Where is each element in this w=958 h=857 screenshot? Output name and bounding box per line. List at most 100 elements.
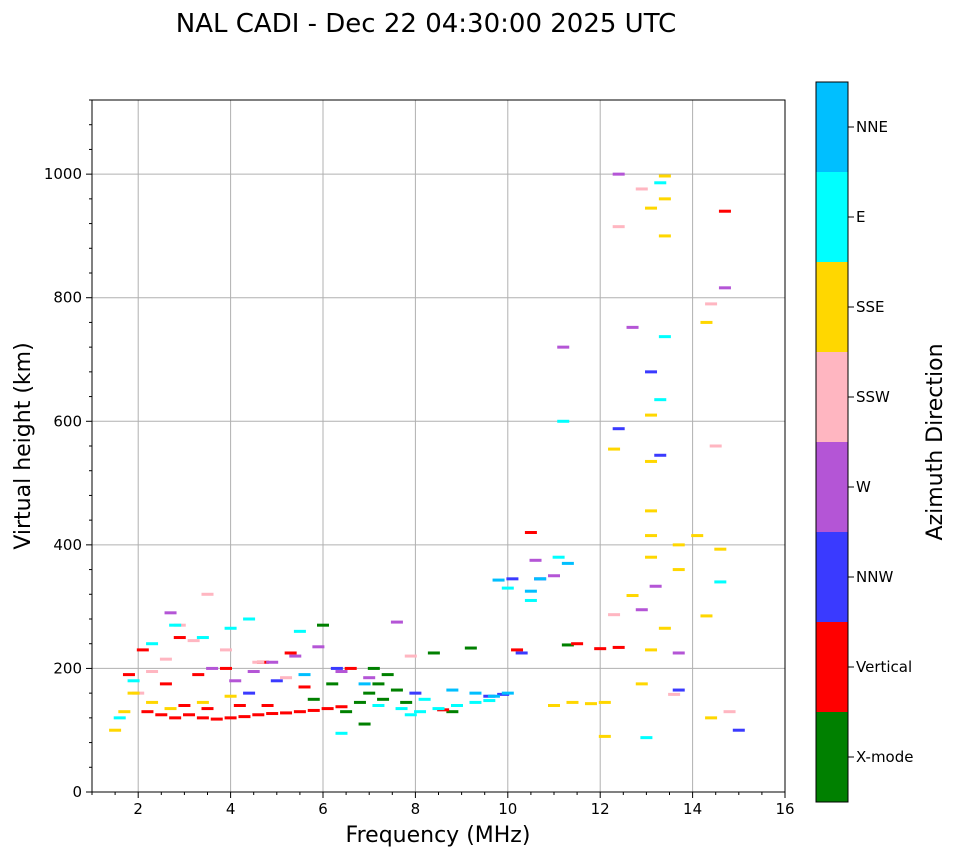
- colorbar-swatch: [816, 622, 848, 712]
- echo-mark: [353, 700, 366, 704]
- echo-mark: [219, 666, 232, 670]
- echo-mark: [732, 728, 745, 732]
- colorbar-frame: [815, 81, 849, 803]
- y-tick-label: 0: [72, 783, 82, 801]
- echo-mark: [381, 673, 394, 677]
- echo-mark: [612, 172, 625, 176]
- echo-mark: [164, 707, 177, 711]
- echo-mark: [626, 594, 639, 598]
- echo-mark: [284, 651, 297, 655]
- echo-mark: [201, 592, 214, 596]
- echo-mark: [146, 670, 159, 674]
- echo-mark: [141, 710, 154, 714]
- echo-mark: [224, 694, 237, 698]
- echo-mark: [534, 577, 547, 581]
- colorbar-tick-label: W: [856, 478, 871, 496]
- echo-mark: [229, 679, 242, 683]
- x-tick-label: 16: [775, 800, 794, 818]
- colorbar-tick-label: SSE: [856, 298, 885, 316]
- echo-mark: [206, 666, 219, 670]
- x-tick-label: 2: [133, 800, 143, 818]
- echo-mark: [187, 639, 200, 643]
- x-tick-label: 12: [591, 800, 610, 818]
- echo-mark: [169, 716, 182, 720]
- echo-mark: [252, 713, 265, 717]
- echo-mark: [612, 225, 625, 229]
- echo-mark: [335, 670, 348, 674]
- echo-mark: [658, 335, 671, 339]
- echo-mark: [718, 286, 731, 290]
- echo-mark: [718, 209, 731, 213]
- echo-mark: [400, 700, 413, 704]
- echo-mark: [358, 722, 371, 726]
- colorbar: X-mode Vertical NNW W SSW SSE E NNE: [815, 81, 913, 803]
- echo-mark: [654, 181, 667, 185]
- echo-mark: [196, 636, 209, 640]
- echo-mark: [658, 197, 671, 201]
- echo-mark: [608, 447, 621, 451]
- echo-mark: [298, 685, 311, 689]
- echo-mark: [450, 704, 463, 707]
- echo-mark: [723, 710, 736, 714]
- echo-mark: [691, 534, 704, 538]
- plot-area: 2 4 6 8 10 12 14 16 0 200 400 600 800 1000: [44, 99, 795, 818]
- echo-mark: [344, 666, 357, 670]
- x-tick-label: 14: [683, 800, 702, 818]
- echo-mark: [122, 673, 135, 677]
- echo-mark: [233, 704, 246, 707]
- echo-mark: [672, 568, 685, 572]
- echo-mark: [155, 713, 168, 717]
- echo-mark: [146, 642, 159, 646]
- colorbar-swatch: [816, 82, 848, 172]
- echo-mark: [414, 710, 427, 714]
- y-tick-label: 400: [53, 536, 82, 554]
- echo-mark: [113, 716, 126, 720]
- echo-mark: [635, 682, 648, 686]
- echo-mark: [709, 444, 722, 448]
- y-tick-label: 200: [53, 659, 82, 677]
- echo-mark: [136, 648, 149, 652]
- echo-mark: [261, 704, 274, 707]
- echo-mark: [501, 691, 514, 695]
- echo-mark: [557, 419, 570, 423]
- echo-mark: [289, 654, 302, 658]
- echo-mark: [363, 676, 376, 680]
- colorbar-tick-label: Vertical: [856, 658, 912, 676]
- echo-mark: [548, 574, 560, 578]
- echo-mark: [705, 716, 718, 720]
- echo-mark: [645, 206, 658, 210]
- colorbar-tick-label: X-mode: [856, 748, 913, 766]
- y-axis-label: Virtual height (km): [11, 342, 36, 549]
- echo-mark: [654, 453, 667, 457]
- y-tick-label: 600: [53, 412, 82, 430]
- echo-mark: [367, 666, 380, 670]
- echo-mark: [672, 651, 685, 655]
- echo-mark: [700, 614, 713, 618]
- echo-mark: [705, 302, 718, 306]
- echo-mark: [173, 636, 186, 640]
- echo-mark: [658, 234, 671, 238]
- echo-mark: [506, 577, 519, 581]
- echo-mark: [487, 694, 500, 698]
- echo-mark: [363, 691, 376, 695]
- echo-mark: [645, 534, 658, 538]
- echo-mark: [658, 626, 671, 630]
- echo-mark: [584, 702, 597, 706]
- echo-mark: [340, 710, 353, 714]
- echo-mark: [118, 710, 131, 714]
- echo-mark: [127, 691, 140, 695]
- echo-mark: [243, 617, 256, 621]
- echo-mark: [700, 320, 713, 324]
- echo-mark: [326, 682, 339, 686]
- y-tick-label: 800: [53, 289, 82, 307]
- echo-mark: [561, 643, 574, 647]
- echo-mark: [404, 713, 417, 717]
- echo-mark: [243, 691, 256, 695]
- echo-mark: [390, 620, 403, 624]
- echo-mark: [109, 728, 122, 732]
- echo-mark: [529, 558, 542, 562]
- echo-mark: [312, 645, 325, 649]
- echo-mark: [159, 682, 172, 686]
- echo-mark: [635, 608, 648, 612]
